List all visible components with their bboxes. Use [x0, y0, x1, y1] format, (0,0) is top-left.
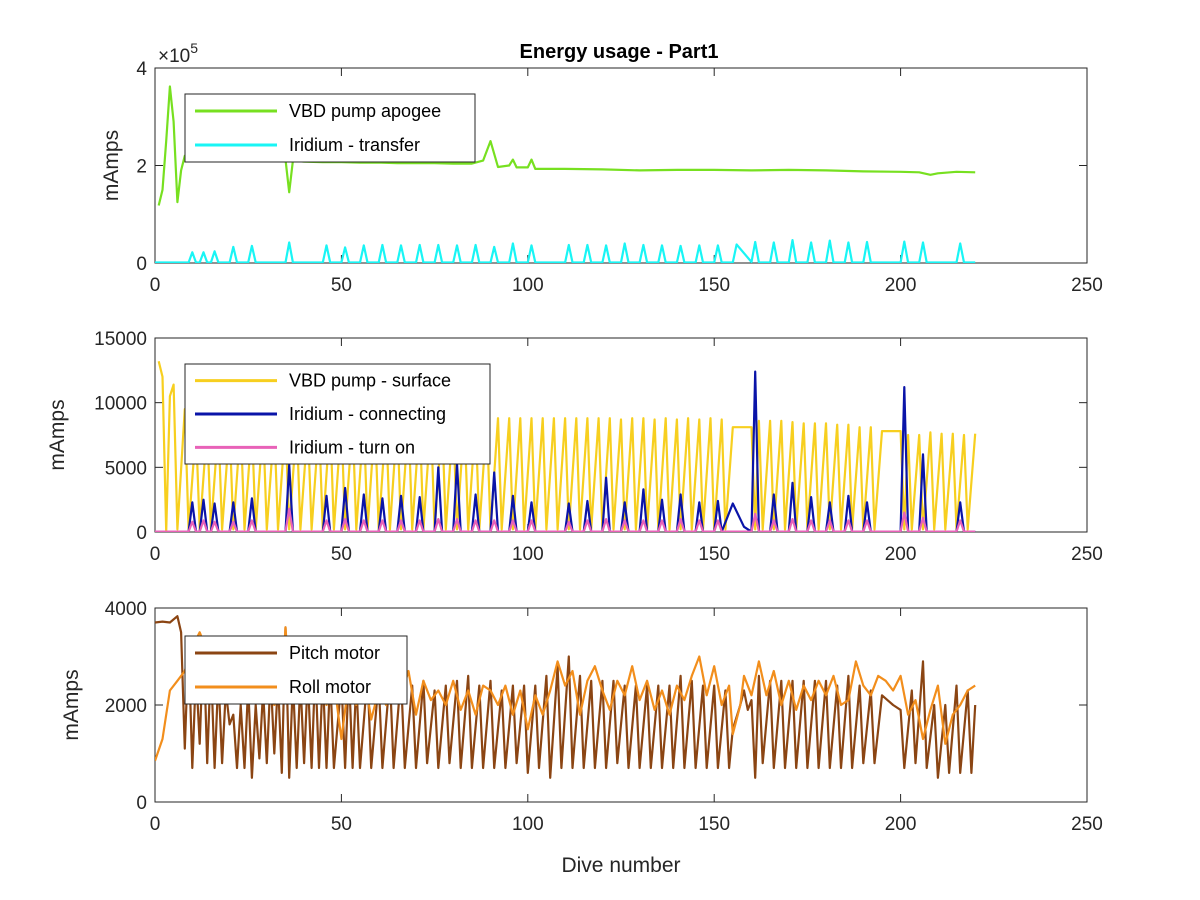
series-line	[155, 615, 977, 779]
x-tick-label: 250	[1071, 544, 1103, 565]
figure-title: Energy usage - Part1	[520, 41, 719, 63]
y-tick-label: 0	[136, 793, 147, 814]
y-exponent-label: ×105	[158, 40, 198, 67]
y-tick-label: 4000	[105, 599, 147, 620]
x-tick-label: 150	[698, 544, 730, 565]
x-tick-label: 100	[512, 544, 544, 565]
x-tick-label: 200	[885, 814, 917, 835]
y-tick-label: 0	[136, 254, 147, 275]
x-tick-label: 50	[331, 275, 352, 296]
x-tick-label: 0	[150, 275, 161, 296]
x-tick-label: 100	[512, 814, 544, 835]
x-tick-label: 50	[331, 544, 352, 565]
legend-box	[184, 635, 408, 705]
legend-entry: VBD pump apogee	[289, 101, 441, 121]
y-axis-label: mAmps	[60, 669, 83, 740]
series-line	[155, 239, 976, 263]
y-axis-label: mAmps	[100, 130, 123, 201]
x-tick-label: 250	[1071, 814, 1103, 835]
y-tick-label: 5000	[105, 458, 147, 479]
x-tick-label: 0	[150, 814, 161, 835]
y-axis-label: mAmps	[46, 399, 69, 470]
series-line	[155, 507, 976, 532]
x-tick-label: 0	[150, 544, 161, 565]
axes-energy-surface-iridium: 0 50 100 150 200 250 0 5000 10000 15000 mAmps VBD p…	[46, 329, 1103, 565]
x-tick-label: 100	[512, 275, 544, 296]
x-tick-label: 150	[698, 814, 730, 835]
x-tick-label: 150	[698, 275, 730, 296]
y-tick-label: 4	[136, 59, 147, 80]
legend-box	[184, 93, 476, 163]
legend-entry: Iridium - connecting	[289, 404, 446, 424]
x-axis-label: Dive number	[561, 854, 680, 877]
x-tick-label: 50	[331, 814, 352, 835]
legend-entry: VBD pump - surface	[289, 371, 451, 391]
x-tick-label: 200	[885, 275, 917, 296]
legend-entry: Iridium - turn on	[289, 437, 415, 457]
y-tick-label: 2000	[105, 696, 147, 717]
y-tick-label: 10000	[94, 394, 147, 415]
axes-energy-apogee-transfer: ×105 0 50 100 150 200 250 0 2 4 mAmps VBD pump apo…	[100, 40, 1103, 296]
y-tick-label: 0	[136, 523, 147, 544]
x-tick-label: 250	[1071, 275, 1103, 296]
legend-entry: Pitch motor	[289, 643, 380, 663]
legend-entry: Iridium - transfer	[289, 135, 420, 155]
y-tick-label: 15000	[94, 329, 147, 350]
y-tick-label: 2	[136, 157, 147, 178]
legend-entry: Roll motor	[289, 677, 371, 697]
axes-energy-motors: 0 50 100 150 200 250 0 2000 4000 mAmps Dive number…	[60, 599, 1103, 877]
x-tick-label: 200	[885, 544, 917, 565]
